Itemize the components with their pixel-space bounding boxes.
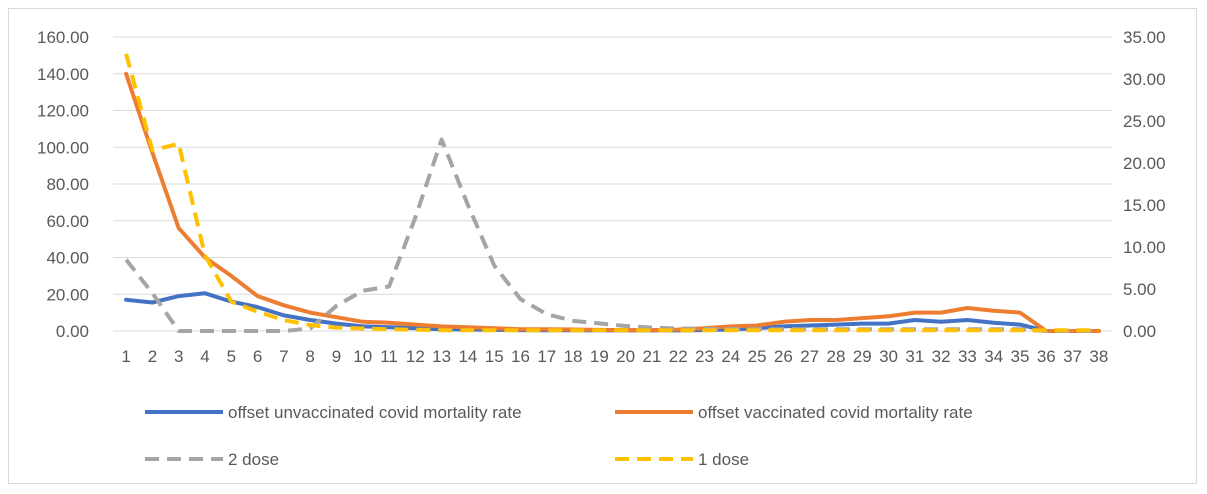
x-tick-label: 19 [590, 347, 609, 366]
x-tick-label: 9 [332, 347, 341, 366]
x-tick-label: 10 [353, 347, 372, 366]
series-line-2 [124, 71, 1101, 333]
x-tick-label: 34 [984, 347, 1003, 366]
left-tick-label: 80.00 [46, 175, 89, 194]
x-tick-label: 13 [432, 347, 451, 366]
left-tick-label: 120.00 [37, 102, 89, 121]
x-tick-label: 16 [511, 347, 530, 366]
x-tick-label: 35 [1011, 347, 1030, 366]
x-tick-label: 20 [616, 347, 635, 366]
right-tick-label: 0.00 [1123, 322, 1156, 341]
legend-label-3: 2 dose [228, 450, 279, 469]
x-axis-ticks: 1 2 3 4 5 6 7 8 9 10 11 12 13 14 15 16 17 18 19 20 21 22 23 24 2… [121, 347, 1108, 366]
right-axis-ticks: 0.00 5.00 10.00 15.00 20.00 25.00 30.00 35.00 [1123, 28, 1166, 341]
right-tick-label: 35.00 [1123, 28, 1166, 47]
series-lines [124, 53, 1101, 333]
x-tick-label: 29 [853, 347, 872, 366]
x-tick-label: 27 [800, 347, 819, 366]
x-tick-label: 5 [227, 347, 236, 366]
x-tick-label: 14 [458, 347, 477, 366]
x-tick-label: 18 [564, 347, 583, 366]
left-tick-label: 20.00 [46, 285, 89, 304]
right-tick-label: 20.00 [1123, 154, 1166, 173]
x-tick-label: 33 [958, 347, 977, 366]
x-tick-label: 1 [121, 347, 130, 366]
series-line-3 [124, 137, 1099, 333]
x-tick-label: 26 [774, 347, 793, 366]
x-tick-label: 15 [485, 347, 504, 366]
x-tick-label: 25 [748, 347, 767, 366]
x-tick-label: 32 [932, 347, 951, 366]
x-tick-label: 2 [148, 347, 157, 366]
x-tick-label: 12 [406, 347, 425, 366]
x-tick-label: 4 [200, 347, 209, 366]
x-tick-label: 37 [1063, 347, 1082, 366]
right-tick-label: 25.00 [1123, 112, 1166, 131]
x-tick-label: 36 [1037, 347, 1056, 366]
x-tick-label: 7 [279, 347, 288, 366]
legend-label-1: offset unvaccinated covid mortality rate [228, 403, 522, 422]
left-tick-label: 140.00 [37, 65, 89, 84]
x-tick-label: 22 [669, 347, 688, 366]
left-tick-label: 60.00 [46, 212, 89, 231]
left-tick-label: 40.00 [46, 249, 89, 268]
x-tick-label: 31 [905, 347, 924, 366]
left-axis-ticks: 0.00 20.00 40.00 60.00 80.00 100.00 120.00 140.… [37, 28, 89, 341]
x-tick-label: 17 [537, 347, 556, 366]
right-tick-label: 15.00 [1123, 196, 1166, 215]
series-line-4 [124, 53, 1099, 333]
x-tick-label: 23 [695, 347, 714, 366]
legend-label-4: 1 dose [698, 450, 749, 469]
x-tick-label: 11 [380, 347, 398, 366]
x-tick-label: 28 [826, 347, 845, 366]
right-tick-label: 10.00 [1123, 238, 1166, 257]
x-tick-label: 24 [721, 347, 740, 366]
left-tick-label: 0.00 [56, 322, 89, 341]
left-tick-label: 100.00 [37, 138, 89, 157]
left-tick-label: 160.00 [37, 28, 89, 47]
legend: offset unvaccinated covid mortality rate… [145, 403, 973, 469]
x-tick-label: 38 [1089, 347, 1108, 366]
x-tick-label: 30 [879, 347, 898, 366]
chart-area [8, 8, 1197, 484]
x-tick-label: 8 [305, 347, 314, 366]
right-tick-label: 5.00 [1123, 280, 1156, 299]
x-tick-label: 6 [253, 347, 262, 366]
gridlines [113, 36, 1112, 332]
legend-label-2: offset vaccinated covid mortality rate [698, 403, 973, 422]
x-tick-label: 21 [642, 347, 661, 366]
x-tick-label: 3 [174, 347, 183, 366]
right-tick-label: 30.00 [1123, 70, 1166, 89]
